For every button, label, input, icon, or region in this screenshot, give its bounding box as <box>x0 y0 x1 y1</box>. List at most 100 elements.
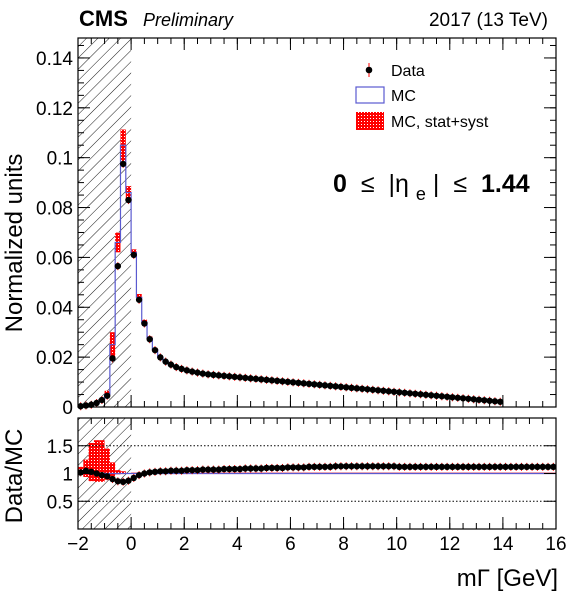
ratio-point <box>204 466 212 473</box>
data-point <box>459 395 467 402</box>
data-point <box>273 377 281 385</box>
ratio-point <box>109 475 116 483</box>
ratio-point <box>178 467 185 474</box>
data-point <box>470 396 477 403</box>
ratio-point <box>390 463 398 470</box>
data-point <box>353 385 361 392</box>
x-tick-label: 6 <box>285 534 296 555</box>
ratio-point <box>486 463 493 471</box>
legend-mc-marker <box>355 86 385 104</box>
ratio-point <box>433 463 440 471</box>
ratio-point <box>465 463 472 471</box>
y-tick-label: 0.12 <box>36 99 73 120</box>
ratio-points <box>77 462 557 486</box>
ratio-point <box>544 463 552 471</box>
ratio-point <box>353 463 361 470</box>
x-tick-label: 12 <box>439 534 460 555</box>
ratio-point <box>263 464 270 472</box>
data-point <box>178 365 185 373</box>
data-point <box>167 361 175 368</box>
data-point <box>465 395 472 402</box>
eta-symbol: |η <box>389 170 409 198</box>
data-point <box>279 378 286 385</box>
ratio-point <box>252 465 260 472</box>
ratio-point <box>369 463 376 470</box>
ratio-point <box>497 463 504 471</box>
data-point <box>119 160 127 168</box>
ratio-point <box>173 467 180 474</box>
data-point <box>146 335 153 343</box>
main-ticks: 0 0.02 0.04 0.06 0.08 0.1 0.12 0.14 <box>36 38 557 419</box>
x-tick-label: 16 <box>545 534 566 555</box>
data-point <box>130 251 137 259</box>
data-point <box>433 392 440 399</box>
ratio-y-tick-label: 1 <box>62 465 73 486</box>
ratio-point <box>135 471 143 479</box>
ratio-point <box>481 463 488 471</box>
data-point <box>438 393 446 400</box>
ratio-point <box>417 463 424 471</box>
ratio-band-bin <box>104 448 110 480</box>
ratio-point <box>188 466 196 474</box>
x-tick-label: 2 <box>179 534 190 555</box>
data-point <box>481 397 488 404</box>
data-point <box>475 396 483 403</box>
data-point <box>396 389 403 396</box>
ratio-point <box>443 463 451 471</box>
ratio-point <box>125 477 132 484</box>
data-point <box>443 393 451 400</box>
ratio-panel: 0.5 1 1.5 −2 0 2 4 6 8 10 12 14 16 <box>47 417 567 555</box>
data-point <box>162 358 169 365</box>
ratio-point <box>194 466 201 474</box>
y-tick-label: 0.04 <box>36 298 73 319</box>
data-point <box>125 196 132 204</box>
ratio-point <box>396 463 403 471</box>
legend-band-label: MC, stat+syst <box>391 114 489 131</box>
eta-annotation: 0 ≤ |η e | ≤ 1.44 <box>333 170 530 206</box>
ratio-point <box>130 474 137 482</box>
data-point <box>406 390 414 397</box>
data-point <box>135 296 143 303</box>
ratio-y-tick-label: 1.5 <box>47 437 73 458</box>
ratio-point <box>518 463 525 471</box>
y-tick-label: 0.02 <box>36 348 73 369</box>
ratio-point <box>528 463 536 471</box>
ratio-point <box>289 464 297 471</box>
ratio-point <box>183 466 191 474</box>
y-tick-label: 0.08 <box>36 199 73 220</box>
data-point <box>173 363 180 371</box>
ratio-point <box>512 463 520 471</box>
data-point <box>194 369 201 376</box>
legend: Data MC MC, stat+syst <box>355 63 489 131</box>
data-point <box>231 373 238 381</box>
ratio-point <box>119 478 127 486</box>
data-point <box>188 368 196 375</box>
y-tick-label: 0 <box>62 398 73 419</box>
ratio-point <box>380 463 387 470</box>
ratio-point <box>151 468 159 476</box>
ratio-point <box>279 464 286 472</box>
ratio-point <box>210 466 217 473</box>
data-point <box>210 371 217 379</box>
main-panel: 0 0.02 0.04 0.06 0.08 0.1 0.12 0.14 <box>36 37 557 419</box>
data-point <box>348 384 355 392</box>
ratio-point <box>157 468 164 475</box>
ratio-point <box>454 463 461 471</box>
ratio-point <box>98 471 106 479</box>
data-point <box>491 398 499 405</box>
ratio-point <box>491 463 499 471</box>
data-point <box>247 375 254 382</box>
ratio-point <box>220 465 228 473</box>
data-point <box>449 394 456 401</box>
ratio-point <box>374 463 382 470</box>
ratio-band-bin <box>93 440 100 482</box>
data-point <box>343 384 350 391</box>
experiment-label: CMS <box>79 6 128 31</box>
ratio-point <box>93 470 100 477</box>
ratio-point <box>364 463 371 470</box>
ratio-band-bin <box>99 440 105 482</box>
data-point <box>242 374 249 382</box>
legend-data-label: Data <box>391 63 425 80</box>
data-point <box>141 320 148 327</box>
ratio-point <box>247 465 254 472</box>
